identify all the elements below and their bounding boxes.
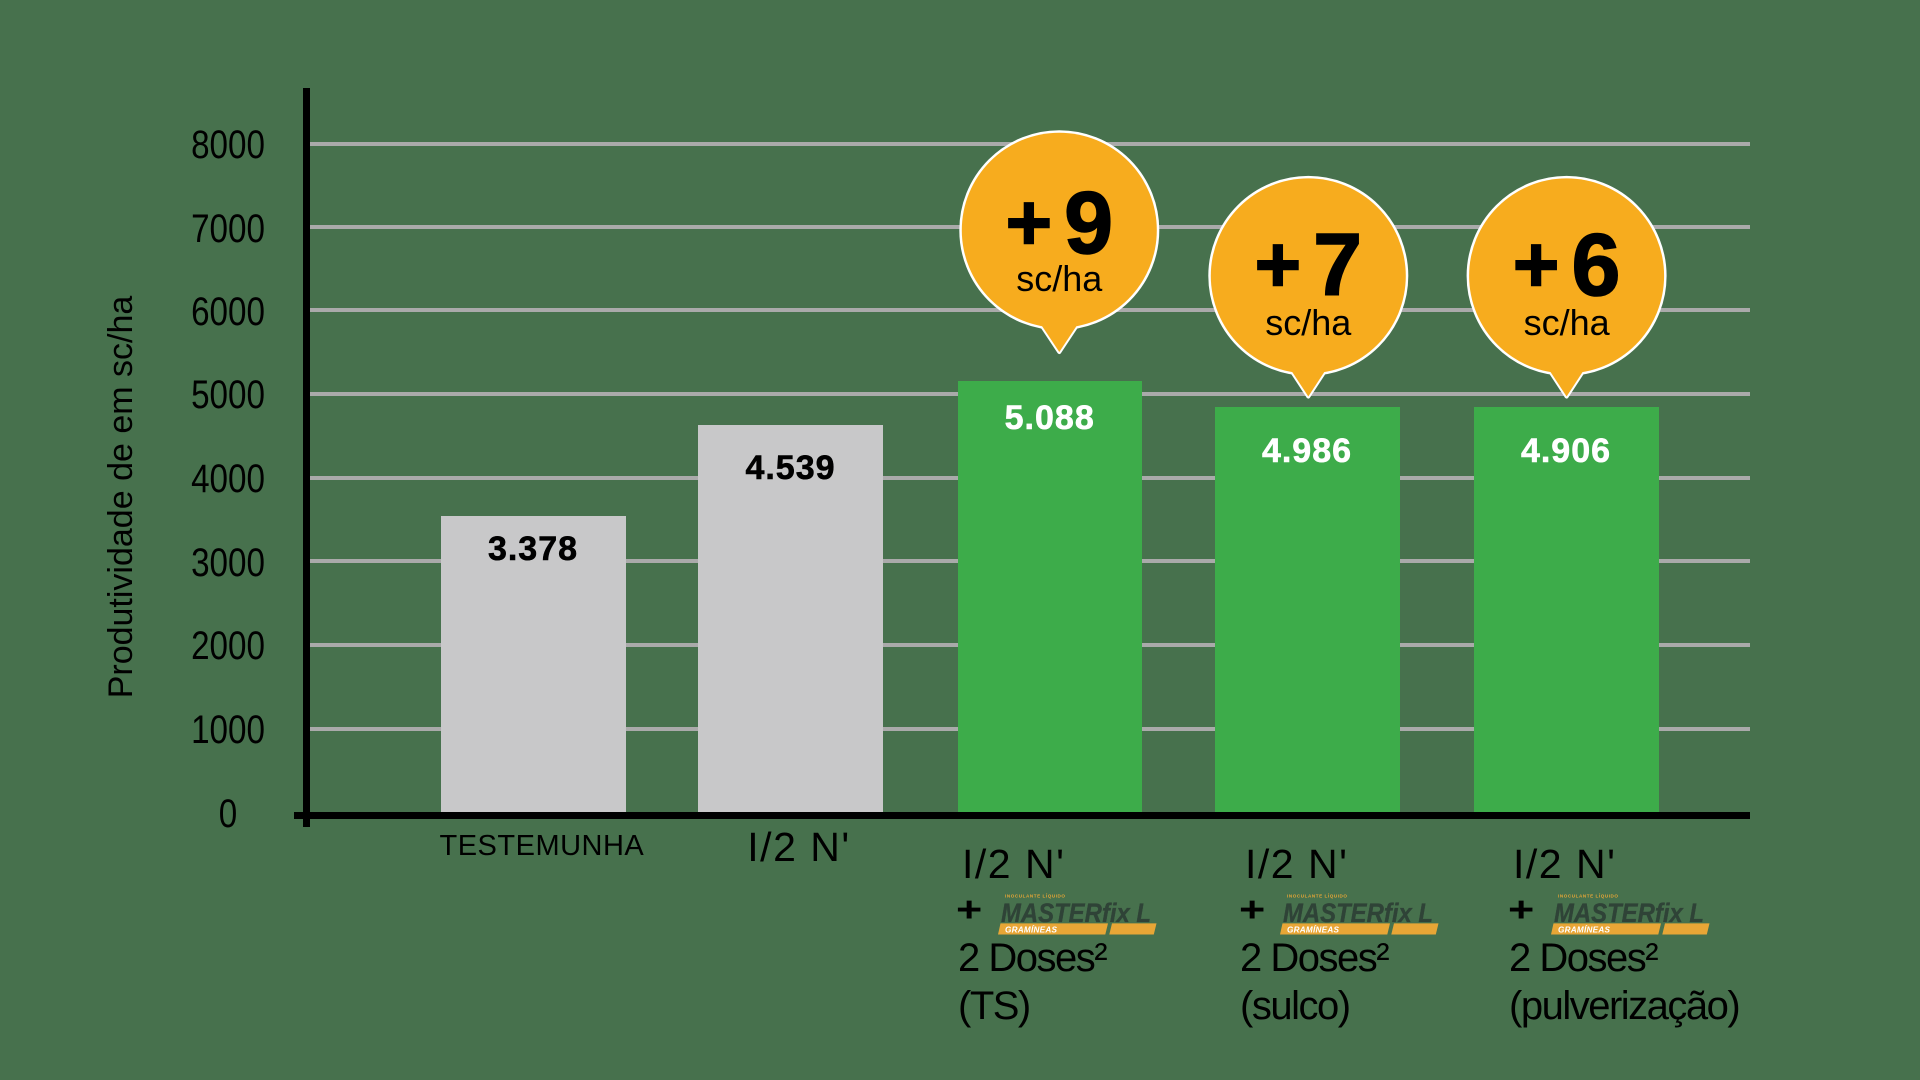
svg-text:GRAMÍNEAS: GRAMÍNEAS — [1287, 925, 1340, 935]
svg-text:INOCULANTE LÍQUIDO: INOCULANTE LÍQUIDO — [1287, 892, 1347, 899]
svg-text:MASTERfix L: MASTERfix L — [1554, 898, 1704, 928]
svg-text:MASTERfix L: MASTERfix L — [1001, 898, 1151, 928]
svg-text:GRAMÍNEAS: GRAMÍNEAS — [1558, 925, 1611, 935]
svg-text:GRAMÍNEAS: GRAMÍNEAS — [1005, 925, 1058, 935]
svg-text:INOCULANTE LÍQUIDO: INOCULANTE LÍQUIDO — [1558, 892, 1618, 899]
svg-text:INOCULANTE LÍQUIDO: INOCULANTE LÍQUIDO — [1005, 892, 1065, 899]
svg-text:MASTERfix L: MASTERfix L — [1283, 898, 1433, 928]
